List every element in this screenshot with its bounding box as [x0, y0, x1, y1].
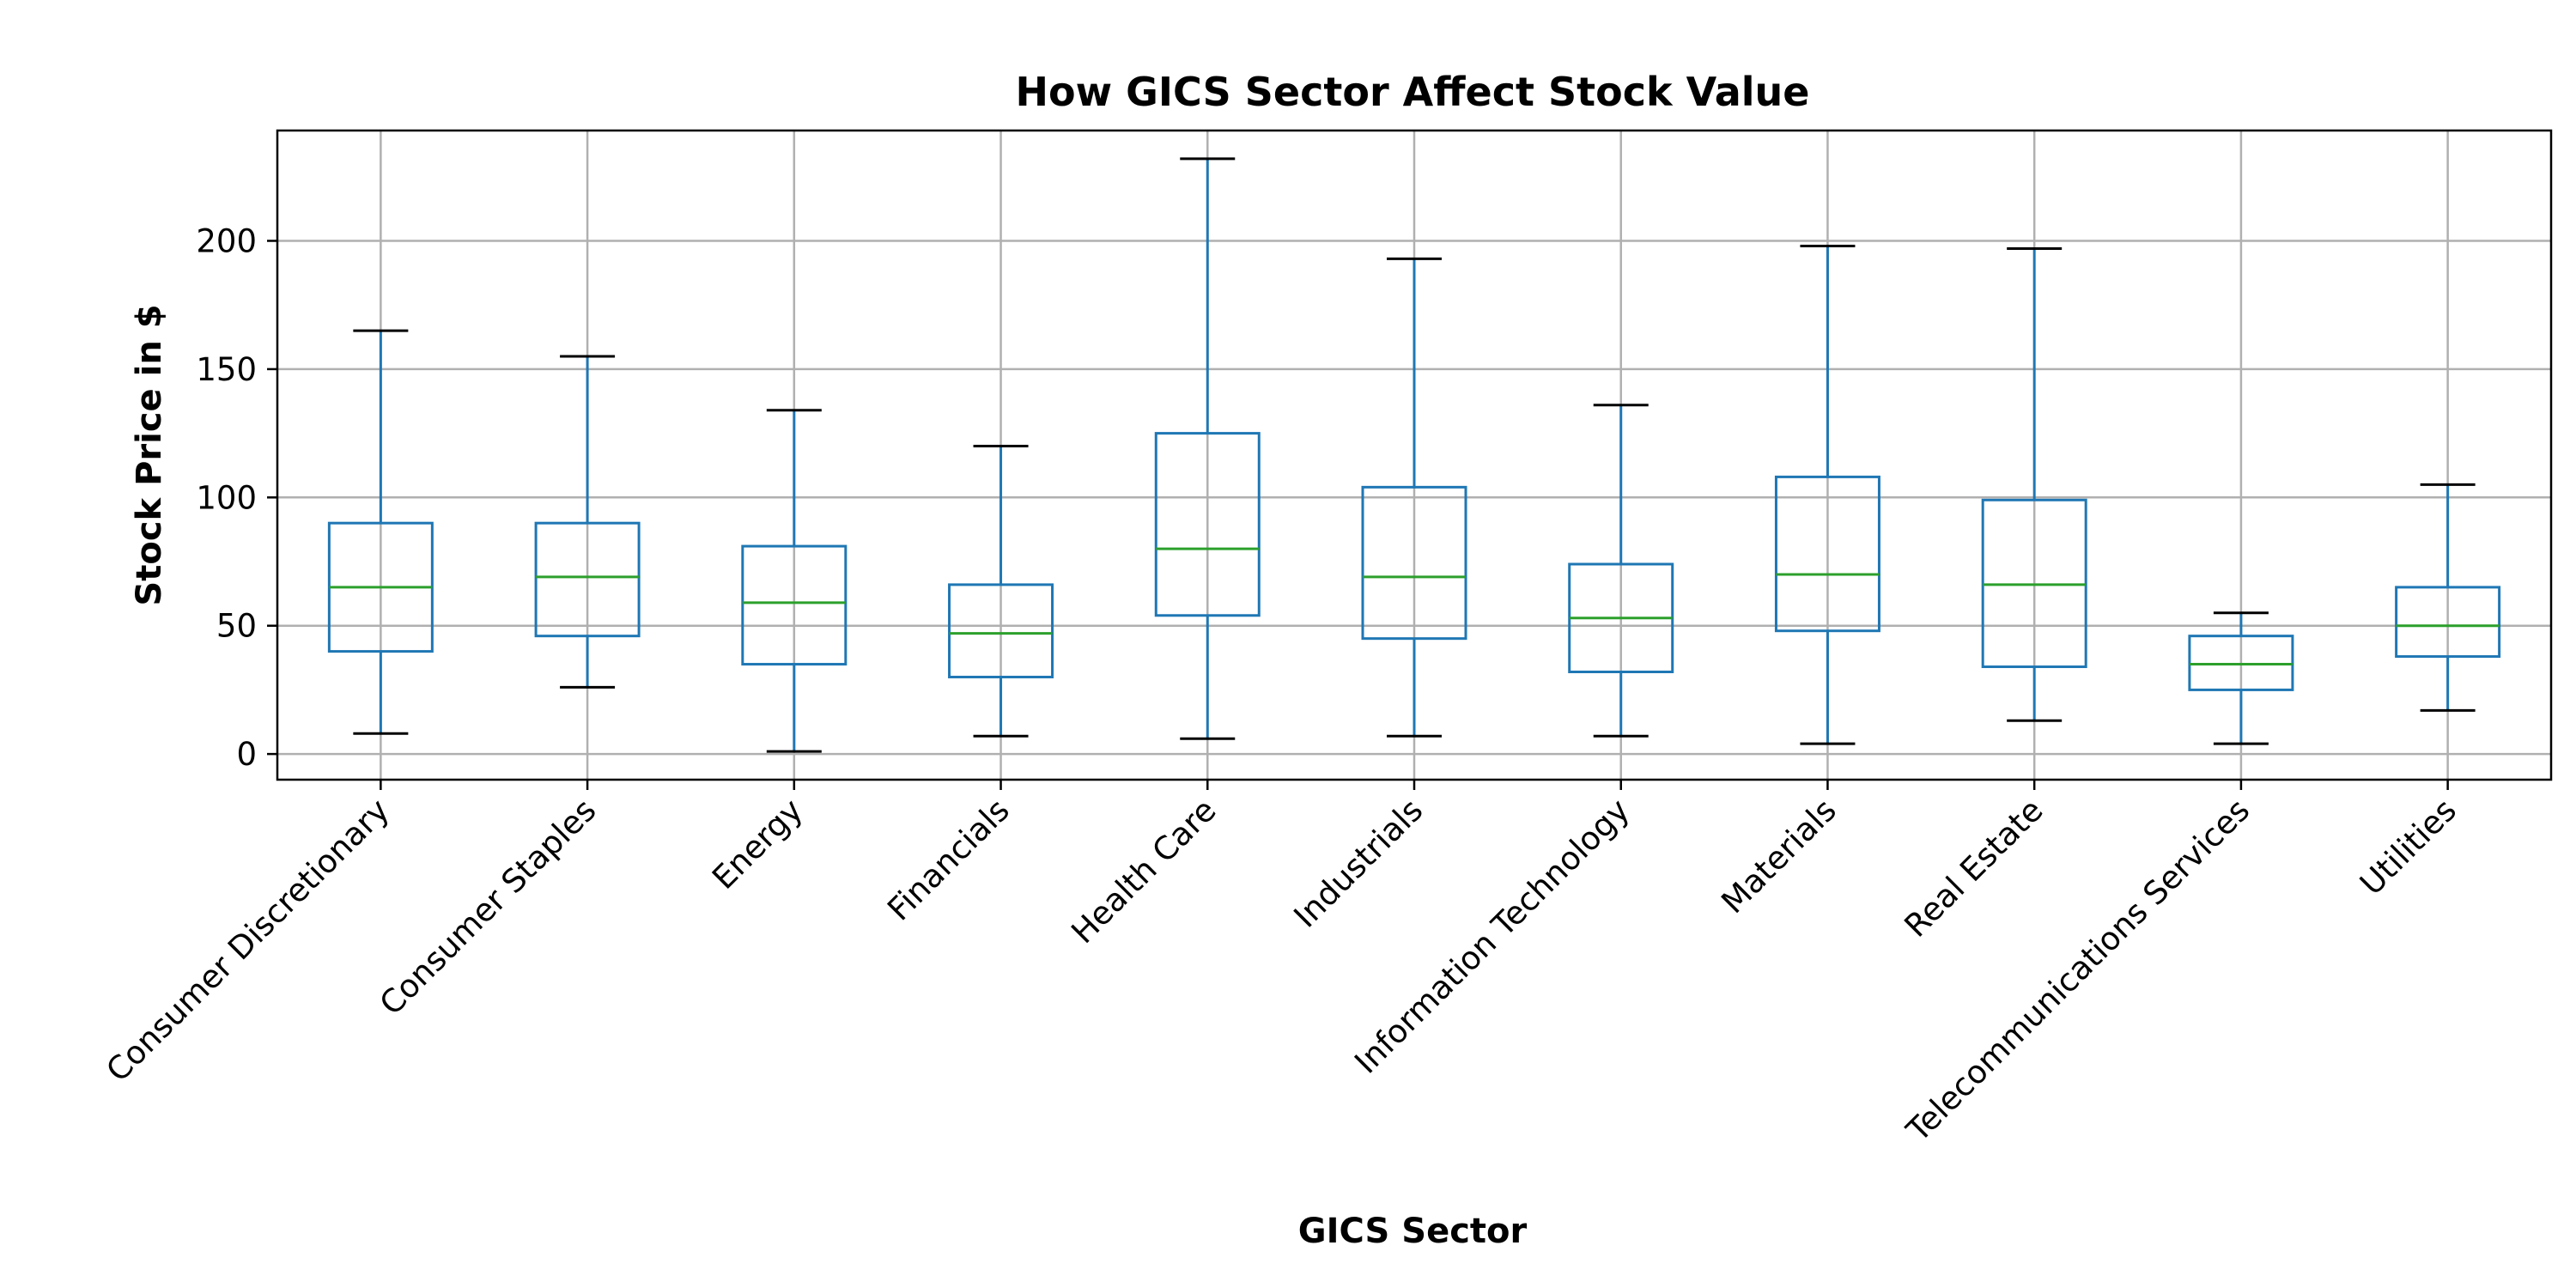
y-tick-label: 50 — [216, 608, 257, 645]
iqr-box — [534, 521, 641, 638]
y-tick-label: 150 — [196, 351, 257, 388]
x-tick-label: Industrials — [1287, 792, 1431, 935]
y-axis-label: Stock Price in $ — [130, 304, 169, 605]
box-group — [2395, 483, 2501, 712]
x-tick-label: Telecommunications Services — [1899, 792, 2257, 1150]
iqr-box — [948, 583, 1054, 678]
x-tick-label: Utilities — [2353, 792, 2464, 902]
x-tick-label: Health Care — [1064, 792, 1223, 951]
iqr-box — [1154, 432, 1261, 617]
x-tick-label: Financials — [880, 792, 1017, 928]
box-group — [1568, 404, 1674, 738]
box-plots — [327, 157, 2501, 753]
x-tick-label: Energy — [705, 792, 810, 896]
chart-title: How GICS Sector Affect Stock Value — [1016, 69, 1810, 115]
x-tick-label: Consumer Discretionary — [99, 792, 396, 1089]
x-axis-label: GICS Sector — [1298, 1212, 1528, 1251]
y-axis-ticks: 0 50 100 150 200 — [196, 222, 277, 773]
x-tick-label: Consumer Staples — [373, 792, 604, 1023]
box-group — [1361, 257, 1467, 738]
iqr-box — [741, 544, 848, 666]
box-group — [1774, 244, 1880, 745]
box-group — [948, 445, 1054, 738]
iqr-box — [1774, 475, 1880, 633]
box-group — [327, 329, 434, 735]
y-tick-label: 100 — [196, 479, 257, 516]
iqr-box — [1361, 485, 1467, 641]
y-tick-label: 200 — [196, 222, 257, 259]
y-tick-label: 0 — [236, 736, 257, 773]
box-group — [1154, 157, 1261, 740]
x-tick-label: Real Estate — [1898, 792, 2050, 945]
box-group — [2188, 611, 2294, 745]
x-tick-label: Materials — [1714, 792, 1843, 920]
iqr-box — [2395, 586, 2501, 659]
box-group — [1981, 246, 2087, 722]
box-group — [534, 355, 641, 689]
box-group — [741, 409, 848, 753]
